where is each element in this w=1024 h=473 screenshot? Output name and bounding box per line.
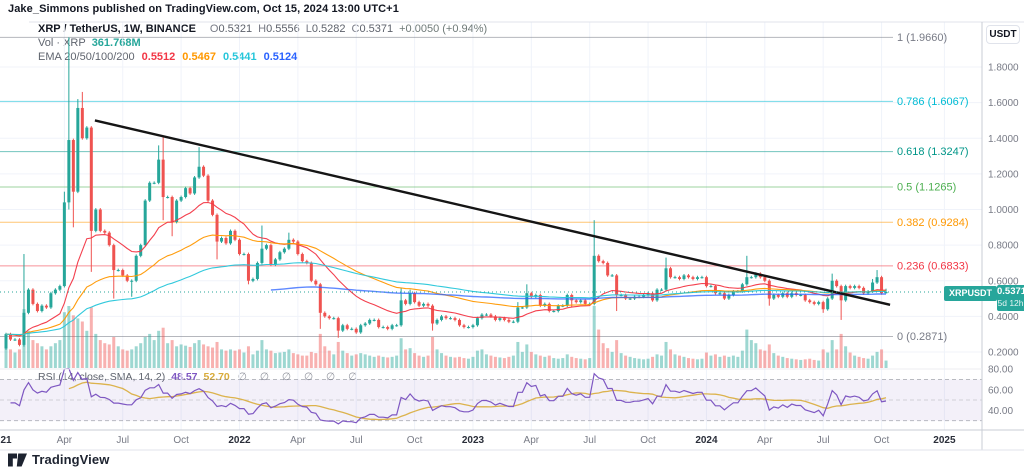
rsi-pane (0, 367, 982, 425)
close-value: 0.5371 (359, 23, 394, 35)
svg-text:Jul: Jul (817, 435, 830, 446)
svg-text:2024: 2024 (695, 435, 718, 446)
ema200-value: 0.5124 (263, 51, 298, 63)
svg-text:Apr: Apr (57, 435, 73, 446)
ema-label: EMA 20/50/100/200 (38, 51, 135, 63)
volume-value: 361.768M (91, 37, 141, 49)
rsi-line (10, 367, 887, 425)
legend-volume-row: Vol · XRP 361.768M (38, 37, 141, 49)
svg-text:Apr: Apr (290, 435, 306, 446)
ema100-line (5, 262, 886, 336)
symbol-price-tag: XRPUSDT (944, 286, 998, 301)
byline: Jake_Simmons published on TradingView.co… (8, 3, 399, 15)
svg-text:Apr: Apr (524, 435, 540, 446)
ema20-value: 0.5512 (141, 51, 176, 63)
svg-text:0 (0.2871): 0 (0.2871) (897, 331, 947, 343)
svg-text:2022: 2022 (228, 435, 251, 446)
svg-text:Oct: Oct (407, 435, 423, 446)
tradingview-logo-icon (8, 453, 27, 466)
svg-text:1.8000: 1.8000 (988, 63, 1019, 74)
ema200-line (270, 286, 886, 300)
svg-text:80.00: 80.00 (988, 365, 1013, 376)
svg-text:21: 21 (0, 435, 12, 446)
tradingview-logo[interactable]: TradingView (8, 452, 109, 467)
svg-text:0.8000: 0.8000 (988, 241, 1019, 252)
svg-text:60.00: 60.00 (988, 385, 1013, 396)
open-value: 0.5321 (218, 23, 253, 35)
change-value: +0.0050 (+0.94%) (399, 23, 488, 35)
pane-borders (0, 21, 1024, 451)
axis-labels: 1.8000 1.6000 1.4000 1.2000 1.0000 0.8000 0.60… (0, 63, 1019, 447)
svg-text:1.2000: 1.2000 (988, 169, 1019, 180)
volume-series (4, 306, 888, 368)
svg-text:0.382 (0.9284): 0.382 (0.9284) (897, 217, 969, 229)
svg-text:2023: 2023 (462, 435, 485, 446)
svg-text:1.0000: 1.0000 (988, 205, 1019, 216)
svg-text:0.4000: 0.4000 (988, 312, 1019, 323)
svg-text:Oct: Oct (874, 435, 890, 446)
svg-text:0.5 (1.1265): 0.5 (1.1265) (897, 181, 956, 193)
tradingview-logo-text: TradingView (32, 452, 110, 467)
rsi-sma-line (68, 381, 887, 421)
bar-countdown: 5d 12h (997, 298, 1024, 308)
fib-retracement-lines: 1 (1.9660) 0.786 (1.6067) 0.618 (1.3247) 0.… (0, 32, 969, 343)
svg-text:0.786 (1.6067): 0.786 (1.6067) (897, 96, 969, 108)
ema50-value: 0.5467 (182, 51, 216, 63)
svg-text:1.6000: 1.6000 (988, 98, 1019, 109)
open-label: O (209, 23, 219, 35)
high-value: 0.5556 (266, 23, 300, 35)
ema20-line (5, 201, 887, 337)
currency-toggle-button[interactable]: USDT (986, 25, 1020, 44)
svg-text:Jul: Jul (116, 435, 129, 446)
svg-text:40.00: 40.00 (988, 406, 1013, 417)
symbol-title: XRP / TetherUS, 1W, BINANCE (38, 23, 196, 35)
candlestick-series (4, 37, 888, 350)
low-label: L (305, 23, 312, 35)
svg-text:Jul: Jul (583, 435, 596, 446)
svg-text:0.6000: 0.6000 (988, 276, 1019, 287)
svg-text:Oct: Oct (173, 435, 189, 446)
svg-text:0.236 (0.6833): 0.236 (0.6833) (897, 260, 969, 272)
svg-text:Apr: Apr (757, 435, 773, 446)
current-price-value: 0.5371 (997, 286, 1024, 297)
svg-text:1.4000: 1.4000 (988, 134, 1019, 145)
legend-symbol-row: XRP / TetherUS, 1W, BINANCE O0.5321 H0.555… (38, 23, 487, 35)
current-price-badge: 0.5371 5d 12h (997, 285, 1024, 311)
svg-text:1 (1.9660): 1 (1.9660) (897, 32, 947, 44)
high-label: H (258, 23, 267, 35)
low-value: 0.5282 (311, 23, 346, 35)
svg-text:Jul: Jul (350, 435, 363, 446)
svg-text:0.618 (1.3247): 0.618 (1.3247) (897, 146, 969, 158)
trendline (94, 119, 891, 306)
volume-label: Vol · XRP (38, 37, 86, 49)
ema-lines (5, 201, 887, 337)
close-label: C (351, 23, 360, 35)
svg-text:2025: 2025 (933, 435, 956, 446)
svg-text:0.2000: 0.2000 (988, 348, 1019, 359)
svg-text:Oct: Oct (640, 435, 656, 446)
